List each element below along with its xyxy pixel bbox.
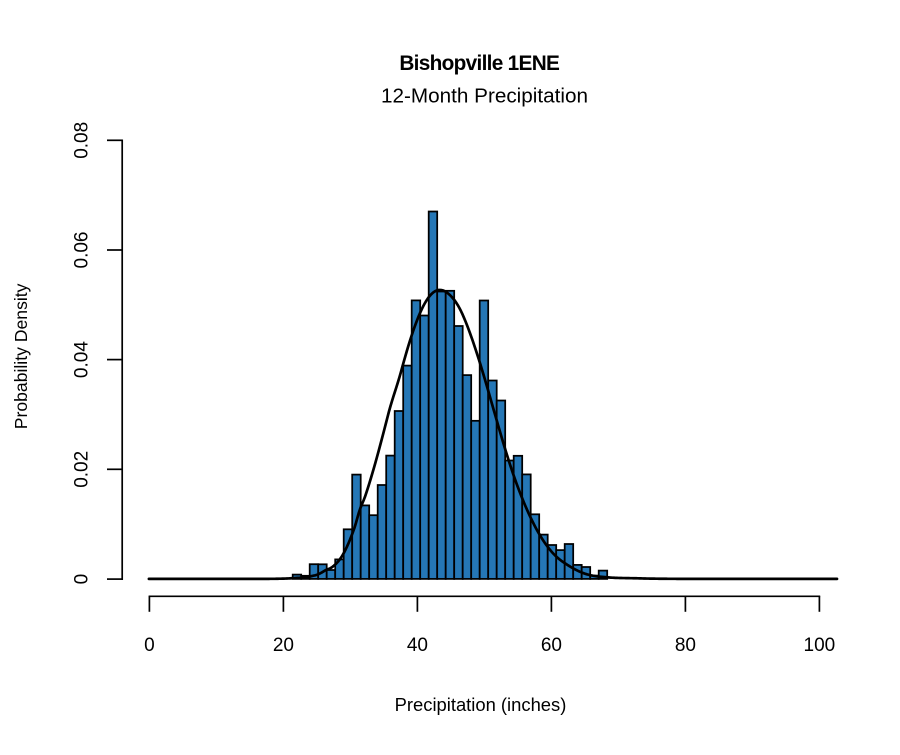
svg-text:0: 0	[144, 635, 155, 656]
svg-text:40: 40	[407, 635, 428, 656]
svg-text:12-Month Precipitation: 12-Month Precipitation	[381, 85, 588, 108]
svg-text:80: 80	[675, 635, 696, 656]
svg-text:0: 0	[72, 574, 93, 585]
svg-text:0.06: 0.06	[72, 232, 93, 269]
svg-text:Bishopville 1ENE: Bishopville 1ENE	[399, 52, 560, 75]
svg-text:0.08: 0.08	[72, 122, 93, 159]
svg-text:60: 60	[541, 635, 562, 656]
svg-text:Precipitation (inches): Precipitation (inches)	[395, 694, 567, 715]
svg-text:0.04: 0.04	[72, 341, 93, 378]
svg-text:0.02: 0.02	[72, 451, 93, 488]
svg-text:20: 20	[273, 635, 294, 656]
svg-text:100: 100	[804, 635, 836, 656]
svg-text:Probability Density: Probability Density	[11, 283, 31, 429]
